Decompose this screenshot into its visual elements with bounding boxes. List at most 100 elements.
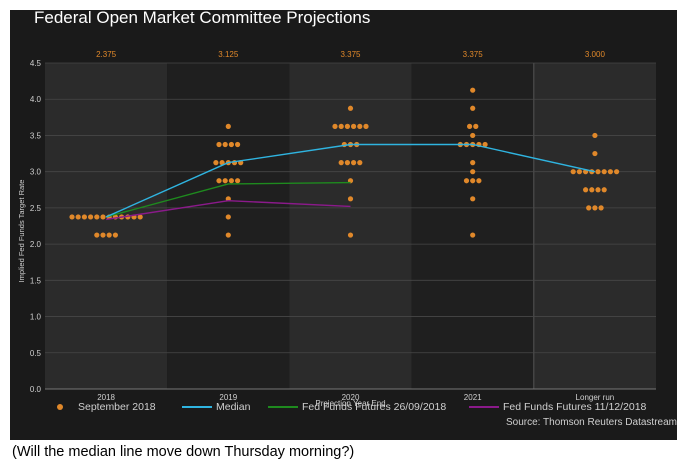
projection-dot	[344, 123, 350, 129]
projection-dot	[225, 123, 231, 129]
median-value-label: 2.375	[96, 50, 117, 59]
projection-dot	[476, 178, 482, 184]
projection-dot	[601, 187, 607, 193]
legend-item-futures-dec: Fed Funds Futures 11/12/2018	[469, 401, 646, 413]
projection-dot	[607, 169, 614, 175]
projection-dot	[75, 214, 81, 220]
category-band	[45, 63, 168, 389]
projection-dot	[470, 87, 476, 93]
projection-dot	[583, 187, 589, 193]
line-swatch-icon	[268, 406, 298, 408]
projection-dot	[216, 141, 222, 148]
category-band	[289, 63, 412, 389]
dot-marker-icon	[57, 404, 63, 410]
y-tick-label: 3.0	[30, 168, 42, 177]
projection-dot	[100, 214, 106, 220]
projection-dot	[592, 205, 598, 211]
x-tick-label: 2021	[464, 393, 482, 402]
line-swatch-icon	[469, 406, 499, 408]
projection-dot	[586, 205, 592, 211]
legend-label: September 2018	[78, 401, 156, 413]
projection-dot	[338, 123, 344, 129]
projection-dot	[592, 150, 598, 157]
projection-dot	[222, 141, 228, 148]
projection-dot	[81, 214, 87, 220]
projection-dot	[222, 178, 228, 184]
projection-dot	[470, 196, 476, 202]
projection-dot	[225, 232, 231, 238]
projection-dot	[88, 214, 94, 220]
median-value-label: 3.125	[218, 50, 239, 59]
source-note: Source: Thomson Reuters Datastream	[505, 417, 677, 428]
caption: (Will the median line move down Thursday…	[12, 444, 355, 460]
projection-dot	[592, 132, 598, 139]
projection-dot	[100, 232, 106, 238]
projection-dot	[357, 160, 363, 166]
projection-dot	[137, 214, 143, 220]
projection-dot	[347, 105, 354, 111]
projection-dot	[482, 141, 488, 148]
projection-dot	[473, 123, 479, 129]
legend-label: Median	[216, 401, 251, 413]
projection-dot	[219, 160, 225, 166]
median-value-label: 3.000	[585, 50, 606, 59]
line-swatch-icon	[182, 406, 212, 408]
projection-dot	[595, 169, 601, 175]
x-axis-title: Projection Year End	[315, 399, 385, 408]
projection-dot	[351, 160, 357, 166]
projection-dot	[363, 123, 369, 129]
projection-dot	[470, 160, 476, 166]
projection-dot	[69, 214, 75, 220]
projection-dot	[470, 132, 476, 139]
y-tick-label: 3.5	[30, 131, 42, 140]
projection-dot	[225, 214, 231, 220]
projection-dot	[94, 232, 100, 238]
projection-dot	[467, 123, 473, 129]
y-tick-label: 4.0	[30, 95, 42, 104]
projection-dot	[338, 160, 344, 166]
projection-dot	[614, 169, 620, 175]
projection-dot	[595, 187, 601, 193]
y-tick-label: 2.5	[30, 204, 42, 213]
projection-dot	[235, 178, 241, 184]
projection-dot	[228, 141, 234, 148]
projection-dot	[570, 169, 576, 175]
projection-dot	[344, 160, 350, 166]
projection-dot	[235, 141, 241, 148]
legend-label: Fed Funds Futures 11/12/2018	[503, 401, 647, 413]
legend-label: Fed Funds Futures 26/09/2018	[302, 401, 447, 413]
projection-dot	[470, 232, 476, 238]
x-tick-label: 2018	[97, 393, 115, 402]
x-tick-label: 2020	[342, 393, 360, 402]
median-value-label: 3.375	[463, 50, 484, 59]
projection-dot	[463, 178, 470, 184]
projection-dot	[332, 123, 338, 129]
y-tick-label: 1.5	[30, 276, 42, 285]
projection-dot	[598, 205, 604, 211]
projection-dot	[106, 232, 112, 238]
projection-dot	[228, 178, 234, 184]
y-tick-label: 0.5	[30, 349, 42, 358]
projection-dot	[347, 196, 354, 202]
projection-dot	[357, 123, 363, 129]
legend-item-futures-sep: Fed Funds Futures 26/09/2018	[268, 401, 446, 413]
projection-dot	[470, 105, 476, 111]
projection-dot	[601, 169, 607, 175]
y-tick-label: 0.0	[30, 385, 42, 394]
projection-dot	[470, 169, 476, 175]
projection-dot	[576, 169, 583, 175]
legend-item-median: Median	[182, 401, 250, 413]
projection-dot	[347, 232, 354, 238]
projection-dot	[589, 187, 595, 193]
projection-dot	[94, 214, 100, 220]
series-line	[105, 199, 351, 221]
legend-item-dots: September 2018	[57, 401, 156, 413]
y-tick-label: 1.0	[30, 313, 42, 322]
chart-title: Federal Open Market Committee Projection…	[34, 8, 371, 27]
category-band	[533, 63, 656, 389]
x-tick-label: 2019	[219, 393, 237, 402]
series-line	[105, 181, 351, 218]
projection-dot	[213, 160, 219, 166]
y-tick-label: 4.5	[30, 59, 42, 68]
